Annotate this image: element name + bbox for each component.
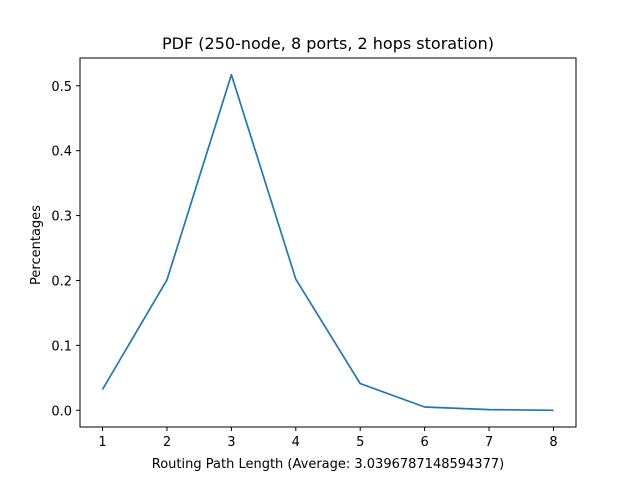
x-tick-label: 7 <box>485 435 493 450</box>
x-tick-label: 3 <box>227 435 235 450</box>
y-axis: 0.0 0.1 0.2 0.3 0.4 0.5 <box>51 80 80 419</box>
x-tick-label: 2 <box>163 435 171 450</box>
x-tick-label: 4 <box>292 435 300 450</box>
axes-frame <box>79 57 577 428</box>
x-axis-label: Routing Path Length (Average: 3.03967871… <box>152 457 504 472</box>
series-layer <box>101 73 554 412</box>
y-tick-label: 0.0 <box>51 404 72 419</box>
chart-title: PDF (250-node, 8 ports, 2 hops storation… <box>162 34 494 53</box>
y-tick-label: 0.5 <box>51 80 72 95</box>
x-axis: 1 2 3 4 5 6 7 8 <box>98 427 558 450</box>
x-tick-label: 1 <box>98 435 106 450</box>
y-tick-label: 0.2 <box>51 274 72 289</box>
y-tick-label: 0.3 <box>51 210 72 225</box>
y-tick-label: 0.4 <box>51 145 72 160</box>
y-tick-label: 0.1 <box>51 339 72 354</box>
series-line <box>101 73 554 412</box>
x-tick-label: 5 <box>356 435 364 450</box>
x-tick-label: 8 <box>549 435 557 450</box>
y-axis-label: Percentages <box>29 205 44 285</box>
x-tick-label: 6 <box>420 435 428 450</box>
